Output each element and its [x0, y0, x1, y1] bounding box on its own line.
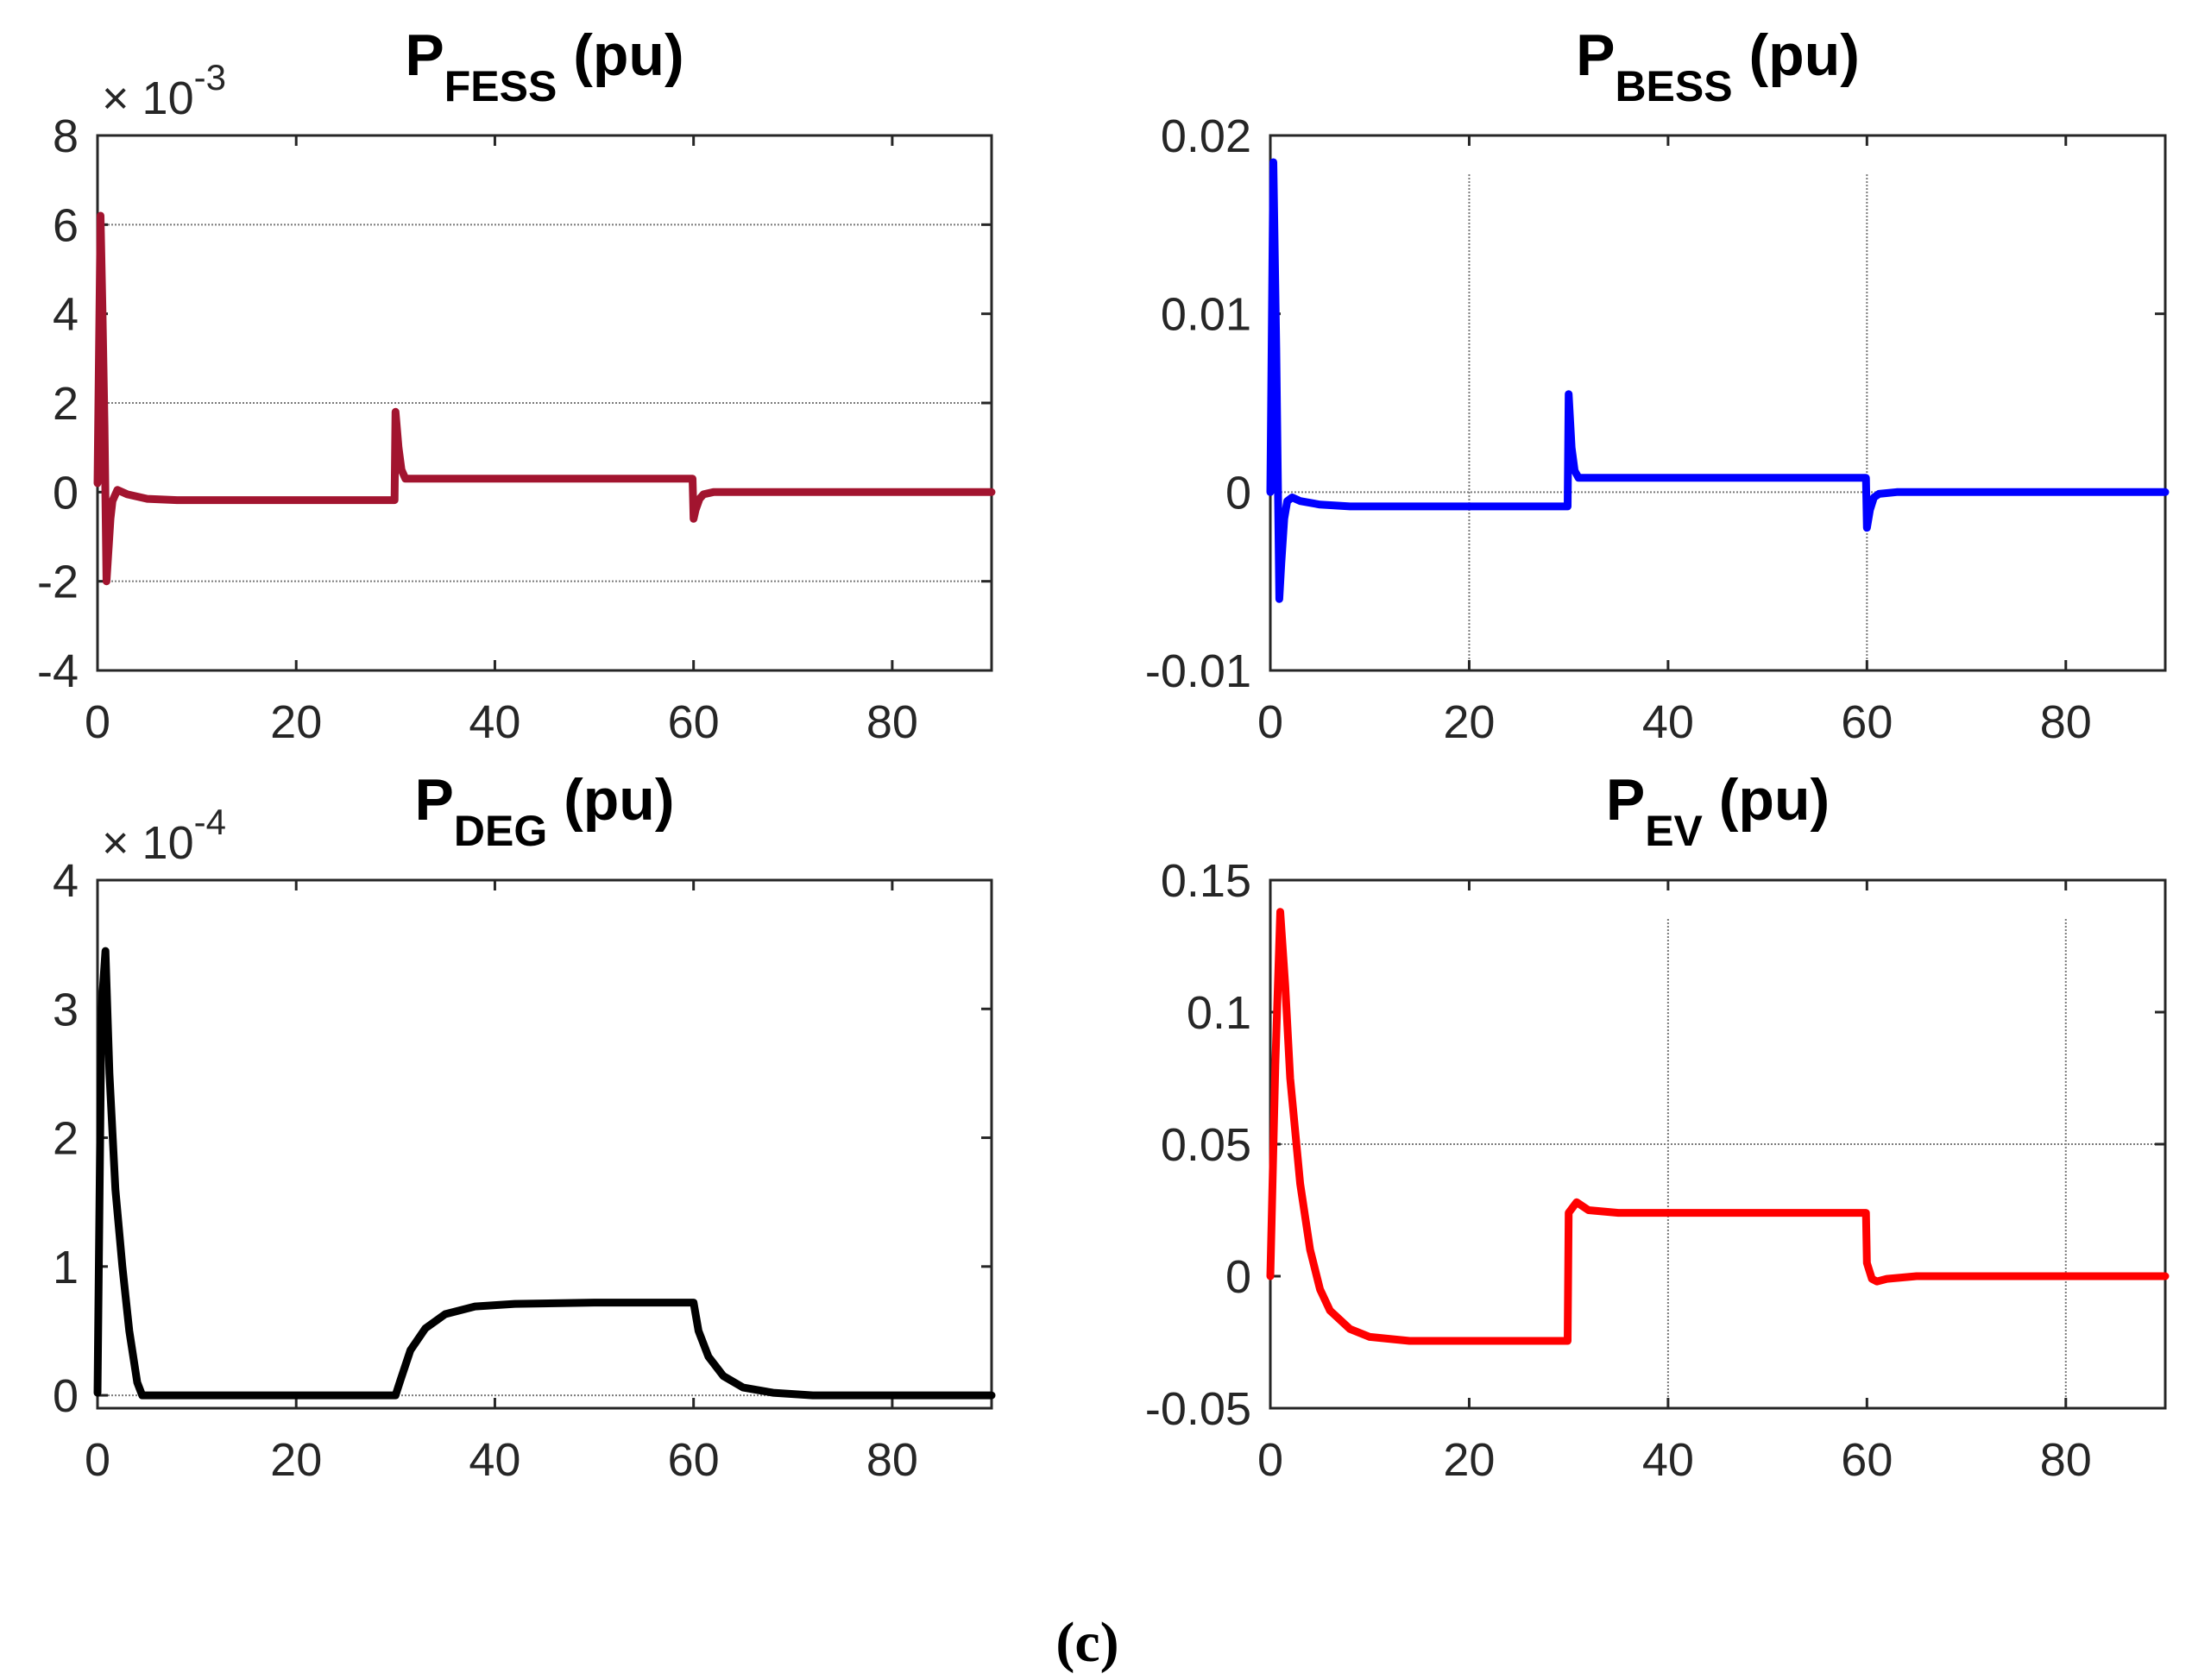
x-tick-label: 40	[469, 1434, 520, 1486]
x-tick-label: 40	[1642, 1434, 1694, 1486]
y-tick-label: 0.05	[1161, 1119, 1251, 1171]
x-tick-label: 80	[2040, 1434, 2092, 1486]
y-tick-label: 0	[53, 1370, 79, 1422]
chart-title-main: P	[415, 767, 454, 833]
x-tick-label: 0	[85, 1434, 110, 1486]
axis-exponent-label: × 10-4	[102, 802, 226, 869]
x-tick-label: 0	[1257, 1434, 1283, 1486]
x-tick-label: 60	[668, 696, 720, 748]
y-tick-label: 2	[53, 1113, 79, 1165]
y-tick-label: 3	[53, 984, 79, 1035]
y-tick-label: -4	[37, 645, 79, 697]
x-tick-label: 80	[866, 1434, 918, 1486]
chart-title: PBESS (pu)	[1576, 22, 1860, 110]
y-tick-label: 0.1	[1187, 987, 1251, 1039]
y-tick-label: 4	[53, 855, 79, 907]
chart-title: PFESS (pu)	[405, 22, 683, 110]
series-line-p-ev	[1266, 908, 2170, 1345]
y-tick-label: 4	[53, 289, 79, 341]
axis-exponent-power: -4	[194, 802, 226, 842]
x-tick-label: 40	[1642, 696, 1694, 748]
chart-title-suffix: (pu)	[547, 767, 674, 833]
chart-title-subscript: EV	[1645, 807, 1703, 855]
y-tick-label: 6	[53, 199, 79, 251]
chart-title: PEV (pu)	[1606, 767, 1830, 855]
x-tick-label: 80	[866, 696, 918, 748]
chart-title-main: P	[1606, 767, 1645, 833]
x-tick-label: 80	[2040, 696, 2092, 748]
chart-title-suffix: (pu)	[1733, 22, 1860, 88]
figure-caption: (c)	[1055, 1611, 1118, 1674]
x-tick-label: 20	[1443, 696, 1495, 748]
y-tick-label: 8	[53, 110, 79, 162]
x-tick-label: 20	[270, 696, 322, 748]
axis-exponent-base: × 10	[102, 72, 194, 124]
chart-title-main: P	[1576, 22, 1615, 88]
series-line-p-bess	[1266, 158, 2170, 603]
axis-exponent-label: × 10-3	[102, 57, 226, 124]
axis-exponent-base: × 10	[102, 817, 194, 869]
chart-title-subscript: DEG	[454, 807, 547, 855]
y-tick-label: 0.02	[1161, 110, 1251, 162]
y-tick-label: 0	[1225, 467, 1251, 519]
y-tick-label: 1	[53, 1242, 79, 1293]
y-tick-label: -2	[37, 557, 79, 608]
y-tick-label: 0	[53, 467, 79, 519]
y-tick-label: 0	[1225, 1251, 1251, 1303]
y-tick-label: -0.05	[1145, 1383, 1251, 1435]
x-tick-label: 60	[1841, 1434, 1893, 1486]
subplot-p-fess: 0 20 40 60 80 -4 -2 0 2 4 6 8 × 10-3 PFESS (pu)	[37, 22, 996, 748]
y-tick-label: 0.15	[1161, 855, 1251, 907]
x-tick-label: 0	[1257, 696, 1283, 748]
subplot-p-deg: 0 20 40 60 80 0 1 2 3 4 × 10-4 PDEG (pu)	[53, 767, 996, 1486]
y-tick-label: -0.01	[1145, 645, 1251, 697]
x-tick-label: 20	[1443, 1434, 1495, 1486]
chart-title-suffix: (pu)	[1703, 767, 1830, 833]
chart-title-subscript: FESS	[444, 62, 557, 110]
series-line-p-fess	[93, 211, 996, 586]
x-tick-label: 20	[270, 1434, 322, 1486]
series-line-p-deg	[93, 947, 996, 1400]
axis-exponent-power: -3	[194, 57, 226, 98]
y-tick-label: 0.01	[1161, 289, 1251, 341]
chart-title-subscript: BESS	[1615, 62, 1732, 110]
x-tick-label: 40	[469, 696, 520, 748]
x-tick-label: 60	[668, 1434, 720, 1486]
chart-title: PDEG (pu)	[415, 767, 675, 855]
x-tick-label: 0	[85, 696, 110, 748]
chart-title-suffix: (pu)	[557, 22, 683, 88]
chart-title-main: P	[405, 22, 444, 88]
x-tick-label: 60	[1841, 696, 1893, 748]
y-tick-label: 2	[53, 378, 79, 430]
